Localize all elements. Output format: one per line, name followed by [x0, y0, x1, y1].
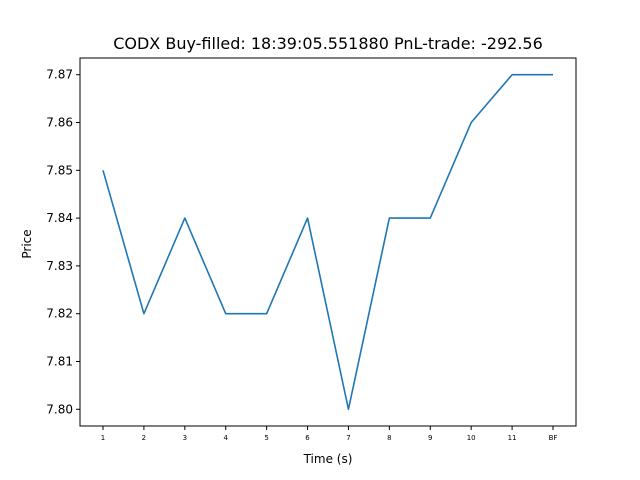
y-tick-label: 7.81 [46, 354, 73, 368]
x-tick-label: 9 [428, 434, 432, 442]
x-tick-label: 8 [387, 434, 391, 442]
x-tick-label: 5 [264, 434, 268, 442]
series-layer [102, 73, 553, 411]
y-axis: 7.80 7.81 7.82 7.83 7.84 7.85 7.86 7.87 [46, 68, 80, 416]
chart-title: CODX Buy-filled: 18:39:05.551880 PnL-tra… [113, 34, 543, 53]
x-tick-label: 11 [508, 434, 517, 442]
plot-area [79, 57, 577, 427]
x-tick-label: 4 [223, 434, 228, 442]
x-tick-label: 10 [467, 434, 476, 442]
y-tick-label: 7.80 [46, 402, 73, 416]
y-tick-label: 7.85 [46, 163, 73, 177]
y-tick-label: 7.84 [46, 211, 73, 225]
y-tick-label: 7.86 [46, 116, 73, 130]
y-axis-label: Price [20, 229, 34, 258]
y-tick-label: 7.87 [46, 68, 73, 82]
y-tick-label: 7.83 [46, 259, 73, 273]
y-tick-label: 7.82 [46, 307, 73, 321]
x-tick-label: 7 [346, 434, 350, 442]
x-tick-label: 2 [142, 434, 146, 442]
x-axis-label: Time (s) [303, 452, 353, 466]
plot-frame [79, 57, 577, 427]
x-tick-label: 6 [305, 434, 310, 442]
x-axis: 1 2 3 4 5 6 7 8 9 10 11 BF [101, 426, 558, 442]
x-tick-label: 1 [101, 434, 105, 442]
x-tick-label: BF [549, 434, 558, 442]
price-series-line [102, 73, 553, 411]
x-tick-label: 3 [183, 434, 187, 442]
